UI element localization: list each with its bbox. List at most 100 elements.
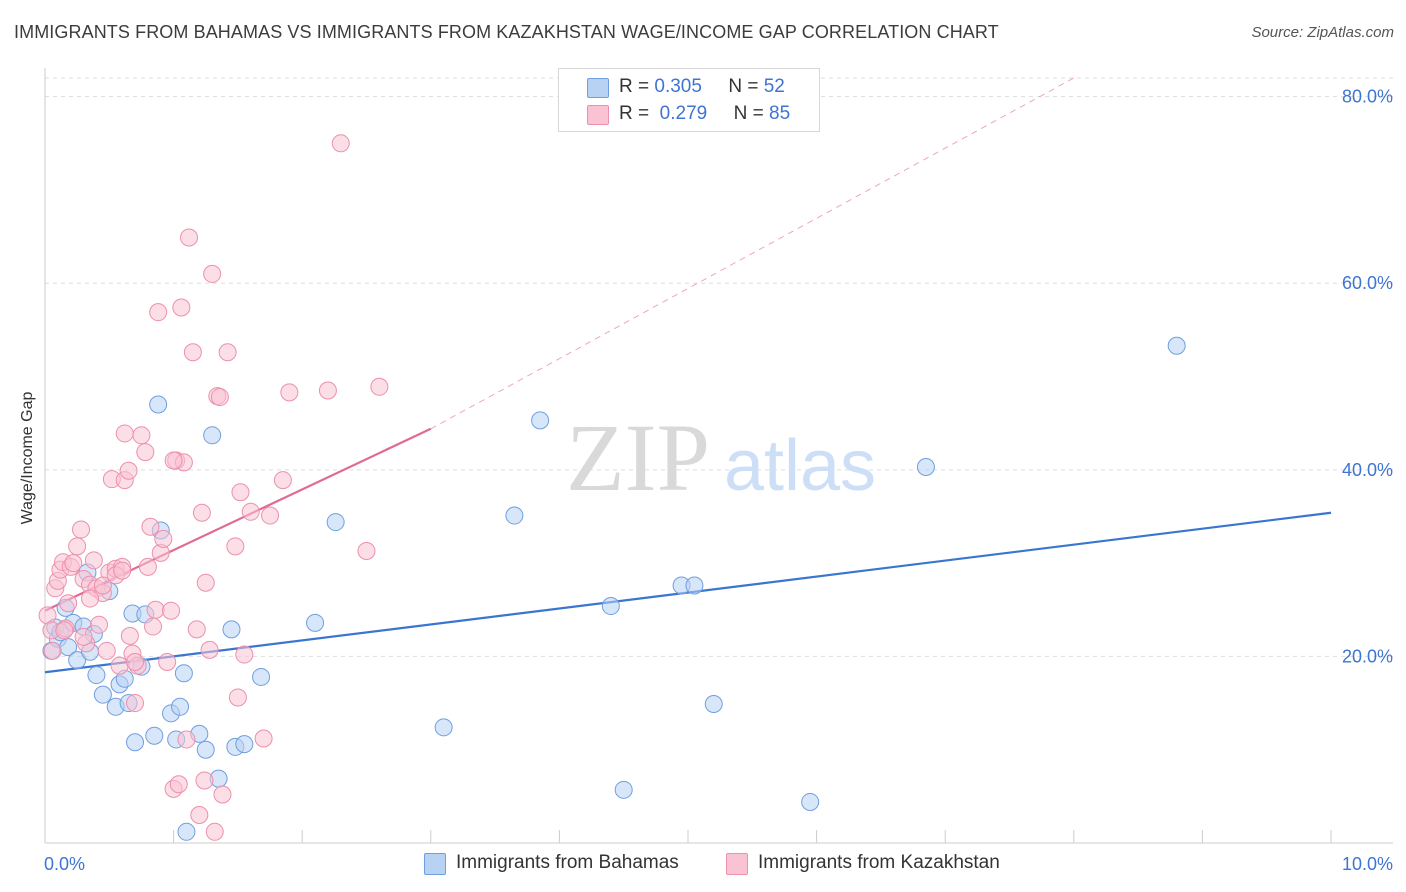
- data-point-kazakhstan: [235, 645, 254, 664]
- data-point-kazakhstan: [68, 537, 87, 556]
- data-point-bahamas: [916, 458, 935, 477]
- data-point-bahamas: [801, 792, 820, 811]
- series-label-bahamas: Immigrants from Bahamas: [456, 852, 679, 873]
- data-point-bahamas: [68, 651, 87, 670]
- data-point-bahamas: [1167, 336, 1186, 355]
- data-point-kazakhstan: [126, 653, 145, 672]
- data-point-kazakhstan: [331, 134, 350, 153]
- data-point-kazakhstan: [144, 617, 163, 636]
- y-tick-label: 20.0%: [1342, 646, 1393, 666]
- data-point-kazakhstan: [126, 694, 145, 713]
- data-point-bahamas: [203, 426, 222, 445]
- data-point-bahamas: [306, 613, 325, 632]
- tick-labels: 20.0% 40.0% 60.0% 80.0% 0.0% 10.0%: [44, 87, 1393, 874]
- x-tick-label: 0.0%: [44, 854, 85, 874]
- y-tick-label: 40.0%: [1342, 460, 1393, 480]
- legend-stats-kazakhstan: R = 0.279 N = 85: [619, 103, 790, 125]
- legend-n-value: 85: [769, 103, 791, 124]
- data-point-bahamas: [704, 694, 723, 713]
- data-point-bahamas: [531, 411, 550, 430]
- data-point-kazakhstan: [90, 615, 109, 634]
- data-point-kazakhstan: [164, 451, 183, 470]
- data-point-bahamas: [196, 740, 215, 759]
- data-point-bahamas: [222, 620, 241, 639]
- data-point-bahamas: [174, 664, 193, 683]
- data-point-kazakhstan: [273, 471, 292, 490]
- series-swatch-kazakhstan: [726, 853, 748, 875]
- legend-n-value: 52: [763, 76, 785, 97]
- data-point-bahamas: [126, 733, 145, 752]
- data-point-kazakhstan: [357, 541, 376, 560]
- data-point-kazakhstan: [210, 388, 229, 407]
- data-point-kazakhstan: [84, 551, 103, 570]
- legend-r-label: R =: [619, 76, 650, 97]
- data-point-kazakhstan: [218, 343, 237, 362]
- data-point-bahamas: [434, 718, 453, 737]
- data-point-kazakhstan: [280, 383, 299, 402]
- data-point-kazakhstan: [192, 503, 211, 522]
- data-point-kazakhstan: [318, 381, 337, 400]
- grid: [45, 77, 1393, 657]
- data-point-kazakhstan: [190, 806, 209, 825]
- data-point-kazakhstan: [169, 775, 188, 794]
- series-swatch-bahamas: [424, 853, 446, 875]
- data-point-bahamas: [601, 597, 620, 616]
- data-point-kazakhstan: [254, 729, 273, 748]
- trend-extension-kazakhstan: [430, 77, 1075, 430]
- data-point-kazakhstan: [226, 537, 245, 556]
- trend-line-bahamas: [44, 511, 1332, 674]
- legend-r-value: 0.279: [659, 103, 708, 124]
- legend-r-label: R =: [619, 103, 650, 124]
- data-point-kazakhstan: [180, 228, 199, 247]
- source-label: Source: ZipAtlas.com: [1251, 24, 1394, 41]
- correlation-legend: R = 0.305 N = 52 R = 0.279 N = 85: [558, 68, 820, 132]
- data-point-bahamas: [252, 667, 271, 686]
- data-point-kazakhstan: [154, 529, 173, 548]
- data-point-kazakhstan: [228, 688, 247, 707]
- data-point-kazakhstan: [136, 443, 155, 462]
- data-point-kazakhstan: [64, 554, 83, 573]
- data-point-kazakhstan: [119, 461, 138, 480]
- data-point-kazakhstan: [213, 785, 232, 804]
- legend-swatch-bahamas: [587, 78, 609, 98]
- data-point-kazakhstan: [141, 517, 160, 536]
- watermark-zip: ZIP: [566, 404, 710, 511]
- data-point-kazakhstan: [231, 483, 250, 502]
- data-point-kazakhstan: [200, 640, 219, 659]
- legend-stats-bahamas: R = 0.305 N = 52: [619, 76, 785, 98]
- data-point-bahamas: [149, 395, 168, 414]
- data-point-bahamas: [326, 513, 345, 532]
- data-point-bahamas: [177, 822, 196, 841]
- data-point-bahamas: [505, 506, 524, 525]
- data-point-bahamas: [87, 666, 106, 685]
- data-point-kazakhstan: [203, 264, 222, 283]
- data-point-kazakhstan: [97, 641, 116, 660]
- data-point-kazakhstan: [195, 771, 214, 790]
- axes: [44, 68, 1393, 844]
- data-point-kazakhstan: [146, 600, 165, 619]
- data-point-kazakhstan: [158, 653, 177, 672]
- legend-r-value: 0.305: [654, 76, 702, 97]
- legend-n-label: N =: [733, 103, 764, 124]
- data-point-kazakhstan: [113, 561, 132, 580]
- data-point-bahamas: [171, 697, 190, 716]
- data-point-kazakhstan: [55, 621, 74, 640]
- series-label-kazakhstan: Immigrants from Kazakhstan: [758, 852, 1000, 873]
- data-point-kazakhstan: [370, 377, 389, 396]
- data-point-kazakhstan: [172, 298, 191, 317]
- data-point-kazakhstan: [205, 822, 224, 841]
- data-point-kazakhstan: [183, 343, 202, 362]
- data-point-kazakhstan: [81, 589, 100, 608]
- data-point-kazakhstan: [132, 426, 151, 445]
- data-point-kazakhstan: [115, 424, 134, 443]
- data-point-kazakhstan: [43, 641, 62, 660]
- y-tick-label: 60.0%: [1342, 273, 1393, 293]
- data-point-kazakhstan: [162, 601, 181, 620]
- data-point-bahamas: [145, 726, 164, 745]
- data-point-kazakhstan: [59, 594, 78, 613]
- y-tick-label: 80.0%: [1342, 87, 1393, 107]
- data-point-kazakhstan: [138, 557, 157, 576]
- data-point-bahamas: [685, 576, 704, 595]
- watermark-atlas: atlas: [724, 426, 876, 506]
- x-tick-label: 10.0%: [1342, 854, 1393, 874]
